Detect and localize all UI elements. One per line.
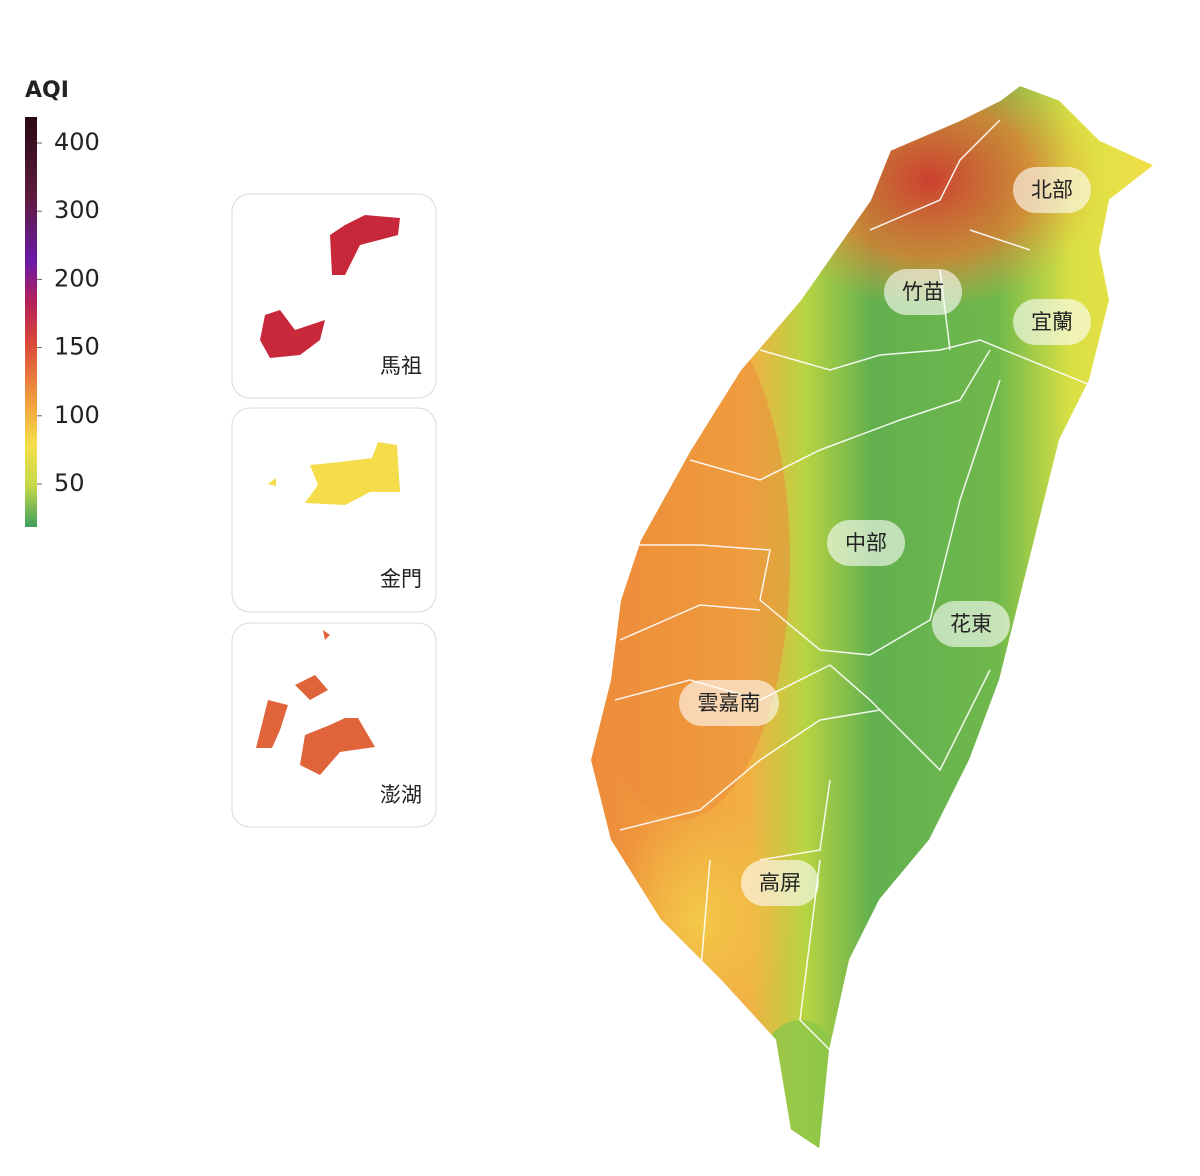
color-bar [25,117,37,527]
region-pill [679,680,779,726]
region-pill [884,269,962,315]
region-pill [1013,299,1091,345]
region-label: 北部 [1031,178,1073,202]
inset-penghu: 澎湖 [231,622,437,828]
legend-title: AQI [25,78,69,103]
legend-tick-label: 400 [54,128,100,156]
legend-tick-label: 300 [54,196,100,224]
region-pill [827,520,905,566]
legend-tick-label: 100 [54,401,100,429]
inset-label: 澎湖 [380,783,422,807]
region-label: 花東 [950,612,992,636]
legend-tick-label: 50 [54,469,85,497]
taiwan-map [589,84,1156,1151]
inset-label: 金門 [380,567,422,591]
region-pill [1013,167,1091,213]
inset-kinmen: 金門 [231,407,437,613]
region-pill [932,601,1010,647]
legend-tick-label: 200 [54,264,100,292]
region-pill [741,860,819,906]
region-label: 中部 [845,531,887,555]
inset-label: 馬祖 [380,354,422,378]
region-label: 高屏 [759,871,801,895]
region-label: 雲嘉南 [698,691,761,715]
region-label: 竹苗 [902,280,944,304]
inset-matsu: 馬祖 [231,193,437,399]
legend-tick-label: 150 [54,333,100,361]
region-label: 宜蘭 [1031,310,1073,334]
legend-ticks: 400 300 200 150 100 50 [37,128,100,497]
